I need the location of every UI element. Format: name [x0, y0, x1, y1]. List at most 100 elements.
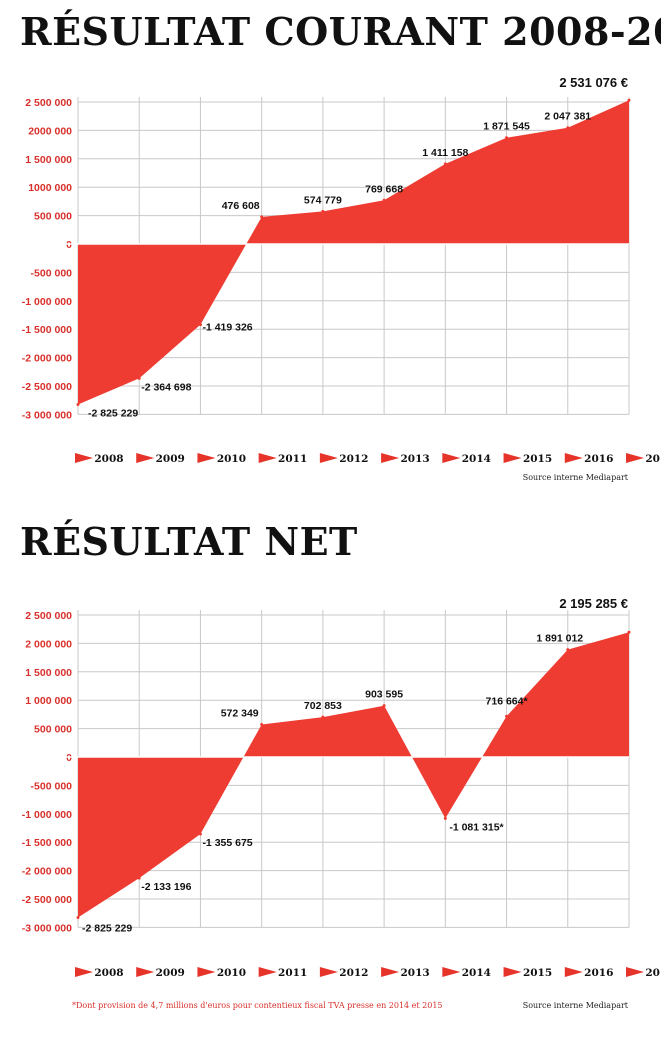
x-tick-label: 2011	[278, 967, 307, 979]
data-point	[443, 162, 447, 166]
x-tick-arrow-icon	[258, 967, 277, 977]
x-tick-label: 2008	[94, 967, 123, 979]
data-point	[505, 714, 509, 718]
y-tick-label: 0	[66, 239, 72, 251]
data-point	[443, 816, 447, 820]
x-tick-arrow-icon	[197, 453, 216, 463]
x-tick-label: 2010	[217, 967, 246, 979]
data-point	[137, 876, 141, 880]
x-tick-arrow-icon	[626, 967, 644, 977]
x-tick-arrow-icon	[564, 453, 583, 463]
data-point	[260, 722, 264, 726]
x-tick-label: 2014	[462, 453, 491, 465]
data-label: 2 047 381	[544, 111, 591, 123]
final-value-label: 2 195 285 €	[559, 596, 628, 611]
data-label: -1 355 675	[202, 837, 252, 849]
y-tick-label: -2 500 000	[22, 894, 72, 906]
data-point	[260, 215, 264, 219]
x-tick-label: 2016	[584, 453, 613, 465]
data-label: -1 081 315*	[449, 821, 504, 833]
data-point	[566, 648, 570, 652]
footnote: *Dont provision de 4,7 millions d'euros …	[72, 1001, 443, 1010]
x-tick-arrow-icon	[258, 453, 277, 463]
x-tick-arrow-icon	[136, 967, 155, 977]
x-tick-label: 2011	[278, 453, 307, 465]
x-tick-label: 2008	[94, 453, 123, 465]
data-label: -1 419 326	[202, 322, 252, 334]
data-label: 1 871 545	[483, 121, 530, 133]
data-point	[627, 630, 631, 634]
y-tick-label: -1 000 000	[22, 809, 72, 821]
x-tick-label: 2015	[523, 453, 552, 465]
x-tick-arrow-icon	[442, 967, 461, 977]
y-tick-label: 2 500 000	[25, 97, 72, 109]
x-tick-label: 2010	[217, 453, 246, 465]
x-tick-arrow-icon	[319, 967, 338, 977]
area-series	[78, 632, 629, 918]
y-tick-label: 2 000 000	[25, 638, 72, 650]
y-tick-label: 500 000	[34, 211, 72, 223]
x-tick-label: 2017	[645, 453, 661, 465]
x-tick-arrow-icon	[503, 967, 522, 977]
data-label: 572 349	[221, 707, 259, 719]
data-label: -2 133 196	[141, 881, 191, 893]
x-tick-arrow-icon	[197, 967, 216, 977]
data-point	[505, 136, 509, 140]
data-point	[627, 98, 631, 102]
y-tick-label: -3 000 000	[22, 922, 72, 934]
data-label: -2 825 229	[82, 922, 132, 934]
chart-2: RÉSULTAT NET 2 500 000 2 000 000 1 500 000 1…	[20, 519, 661, 1010]
x-tick-arrow-icon	[381, 967, 400, 977]
y-tick-label: -2 000 000	[22, 353, 72, 365]
y-tick-label: -2 500 000	[22, 381, 72, 393]
source-note: Source interne Mediapart	[523, 1001, 629, 1010]
y-tick-label: 1 500 000	[25, 667, 72, 679]
data-point	[321, 715, 325, 719]
data-label: 769 668	[365, 183, 403, 195]
y-tick-label: 500 000	[34, 724, 72, 736]
y-tick-label: 2 500 000	[25, 610, 72, 622]
x-tick-arrow-icon	[564, 967, 583, 977]
data-label: 903 595	[365, 689, 403, 701]
chart-title: RÉSULTAT COURANT 2008-2017	[20, 9, 661, 54]
x-tick-label: 2015	[523, 967, 552, 979]
y-tick-label: -1 500 000	[22, 837, 72, 849]
y-tick-label: -500 000	[31, 267, 73, 279]
y-tick-label: -1 500 000	[22, 324, 72, 336]
data-label: 702 853	[304, 700, 342, 712]
x-tick-label: 2016	[584, 967, 613, 979]
x-tick-label: 2014	[462, 967, 491, 979]
x-tick-arrow-icon	[319, 453, 338, 463]
area-series	[78, 100, 629, 405]
data-label: 1 891 012	[536, 633, 583, 645]
x-tick-arrow-icon	[381, 453, 400, 463]
x-tick-label: 2012	[339, 453, 368, 465]
data-label: -2 825 229	[88, 407, 138, 419]
data-point	[137, 376, 141, 380]
data-label: 1 411 158	[422, 147, 468, 159]
x-tick-arrow-icon	[136, 453, 155, 463]
final-value-label: 2 531 076 €	[559, 75, 628, 90]
x-tick-arrow-icon	[75, 967, 93, 977]
data-point	[382, 198, 386, 202]
y-tick-label: 0	[66, 752, 72, 764]
data-point	[321, 209, 325, 213]
data-point	[382, 704, 386, 708]
y-tick-label: 2000 000	[28, 125, 72, 137]
data-point	[76, 402, 80, 406]
x-tick-label: 2012	[339, 967, 368, 979]
data-point	[198, 832, 202, 836]
x-tick-label: 2009	[156, 967, 185, 979]
x-tick-label: 2013	[400, 453, 429, 465]
data-label: -2 364 698	[141, 381, 191, 393]
y-tick-label: 1000 000	[28, 182, 72, 194]
x-tick-arrow-icon	[442, 453, 461, 463]
chart-1: RÉSULTAT COURANT 2008-2017 2 500 000 2000 …	[20, 9, 661, 482]
x-tick-arrow-icon	[75, 453, 93, 463]
y-tick-label: 1 000 000	[25, 695, 72, 707]
data-label: 476 608	[222, 200, 260, 212]
x-tick-label: 2013	[400, 967, 429, 979]
data-point	[76, 915, 80, 919]
data-point	[566, 126, 570, 130]
